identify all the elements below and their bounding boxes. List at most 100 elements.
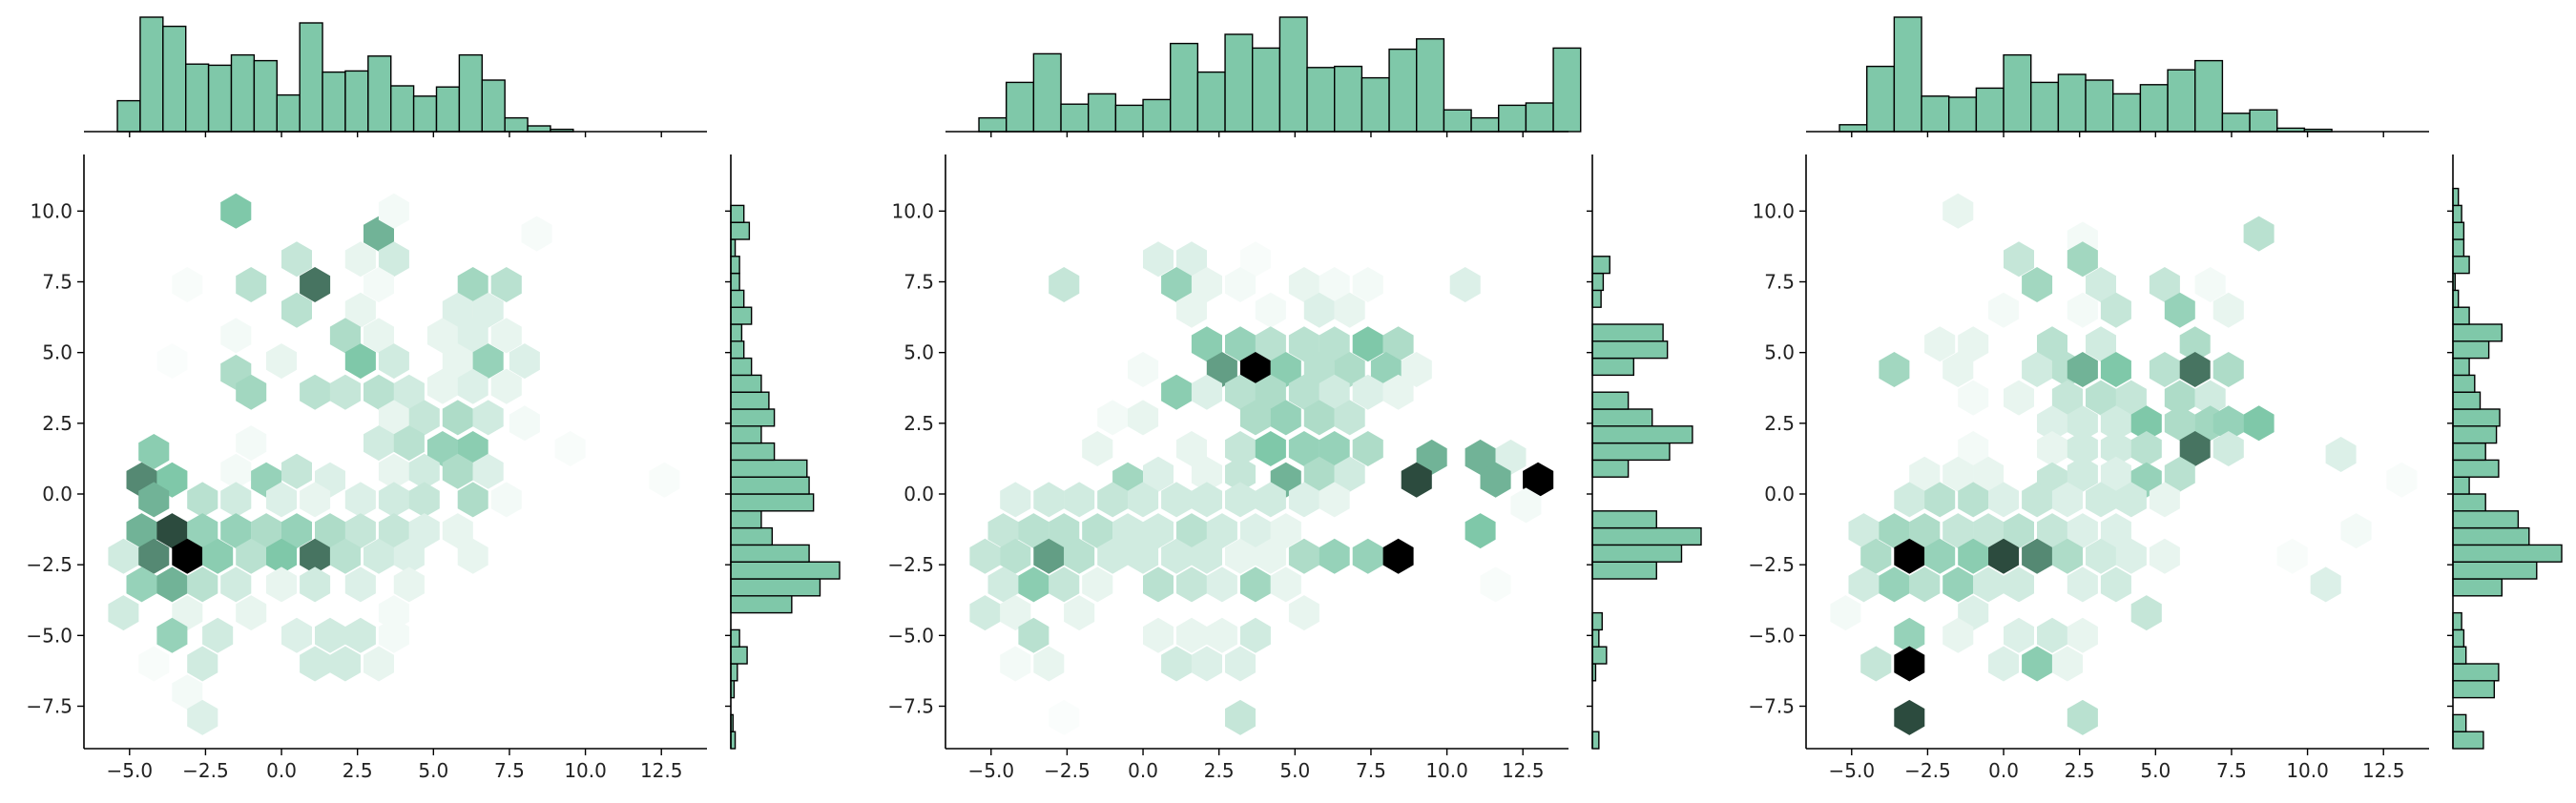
hexbin-cell	[1064, 595, 1095, 631]
hexbin-cell	[2067, 617, 2098, 653]
hexbin-cell	[378, 453, 409, 489]
hexbin-cell	[1143, 241, 1174, 278]
y-tick-label: 5.0	[42, 341, 73, 364]
hexbin-cell	[2130, 431, 2162, 466]
hexbin-cell	[1018, 513, 1049, 549]
hexbin-cell	[138, 646, 170, 682]
hexbin-cell	[1270, 352, 1301, 387]
hexbin-cell	[2086, 267, 2116, 302]
hexbin-cell	[378, 193, 409, 229]
y-tick-label: 2.5	[42, 412, 73, 435]
hexbin-cell	[1449, 267, 1481, 302]
hexbin-cell	[1480, 566, 1511, 603]
hexbin-cell	[393, 374, 425, 410]
hexbin-cell	[300, 538, 331, 574]
top-histogram-bar	[1416, 38, 1445, 133]
hexbin-cell	[490, 368, 522, 404]
right-histogram-bar	[2452, 442, 2486, 462]
hexbin-cell	[1161, 538, 1193, 574]
x-tick-label: 0.0	[1988, 759, 2019, 782]
x-tick-label: 12.5	[2362, 759, 2405, 782]
hexbin-cell	[457, 482, 488, 518]
hexbin-cell	[1255, 374, 1286, 410]
top-histogram-bar	[1525, 102, 1554, 133]
hexbin-cell	[2022, 538, 2053, 574]
hexbin-cell	[1033, 646, 1065, 682]
right-histogram-bar	[730, 442, 776, 462]
hexbin-cell	[1352, 374, 1383, 410]
hexbin-cell	[1288, 482, 1319, 518]
top-marginal-histogram	[84, 16, 707, 137]
hexbin-cell	[2243, 405, 2275, 442]
hexbin-cell	[344, 513, 376, 549]
hexbin-cell	[1942, 352, 1974, 387]
top-histogram-bar	[116, 99, 141, 133]
hexbin-cell	[126, 566, 157, 603]
hexbin-cell	[1352, 431, 1383, 466]
top-histogram-bar	[527, 125, 551, 133]
right-histogram-bar	[1591, 391, 1630, 410]
hexbin-cell	[266, 343, 298, 380]
right-histogram-bar	[1591, 611, 1603, 631]
hexbin-cell	[2194, 267, 2226, 302]
hexbin-cell	[1128, 352, 1159, 387]
right-histogram-bar	[730, 391, 770, 410]
hexbin-cell	[1143, 566, 1174, 603]
hexbin-cell	[1191, 538, 1222, 574]
hexbin-cell	[1319, 326, 1350, 362]
hexbin-cell	[344, 482, 376, 518]
hexbin-cell	[1465, 513, 1496, 549]
right-histogram-bar	[2452, 306, 2470, 325]
hexbin-cell	[1064, 538, 1095, 574]
hexbin-cell	[472, 292, 504, 328]
right-marginal-histogram	[2447, 154, 2563, 750]
hexbin-cell	[1382, 326, 1414, 362]
hexbin-cell	[1049, 699, 1080, 735]
right-histogram-bar	[2452, 680, 2496, 699]
x-tick-label: 10.0	[1425, 759, 1468, 782]
hexbin-cell	[2051, 380, 2083, 416]
hexbin-cell	[1176, 292, 1207, 328]
hexbin-cell	[472, 400, 504, 436]
x-tick-label: 7.5	[2216, 759, 2247, 782]
top-histogram-bar	[1224, 33, 1254, 133]
right-histogram-bar	[1591, 272, 1605, 292]
hexbin-cell	[1206, 617, 1237, 653]
top-histogram-bar	[1196, 71, 1226, 133]
x-tick-label: 2.5	[343, 759, 373, 782]
hexbin-cell	[1239, 566, 1271, 603]
x-tick-label: 7.5	[1356, 759, 1386, 782]
y-tick-label: −2.5	[26, 553, 73, 576]
top-histogram-bar	[344, 70, 369, 133]
hexbin-cell	[1225, 646, 1256, 682]
hexbin-cell	[236, 595, 267, 631]
hexbin-cell	[1319, 482, 1350, 518]
hexbin-cell	[2037, 405, 2067, 442]
right-histogram-bar	[730, 526, 774, 546]
hexbin-cell	[1064, 482, 1095, 518]
hexbin-cell	[1958, 595, 1989, 631]
right-histogram-bar	[730, 340, 745, 360]
jointplot-panel-3: −5.0 −2.5 0.0 2.5 5.0 7.5 10.0 12.5 −7.5 −5.0 −2.5…	[1748, 16, 2563, 782]
hexbin-cell	[1097, 482, 1129, 518]
hexbin-layer	[1830, 193, 2418, 735]
hexbin-cell	[2164, 405, 2195, 442]
hexbin-cell	[442, 400, 473, 436]
hexbin-cell	[408, 513, 440, 549]
hexbin-cell	[2004, 380, 2034, 416]
hexbin-cell	[457, 318, 488, 354]
hexbin-cell	[344, 343, 376, 380]
y-tick-label: 0.0	[904, 483, 934, 505]
right-histogram-bar	[2452, 544, 2563, 563]
y-tick-label: −5.0	[26, 624, 73, 647]
hexbin-cell	[1225, 326, 1256, 362]
right-histogram-bar	[2452, 187, 2460, 207]
hexbin-cell	[2310, 566, 2341, 603]
hexbin-cell	[408, 400, 440, 436]
hexbin-cell	[344, 566, 376, 603]
hexbin-cell	[1288, 267, 1319, 302]
right-histogram-bar	[1591, 357, 1635, 377]
right-histogram-bar	[1591, 408, 1653, 427]
hexbin-cell	[156, 617, 188, 653]
y-tick-label: 7.5	[1764, 271, 1795, 294]
